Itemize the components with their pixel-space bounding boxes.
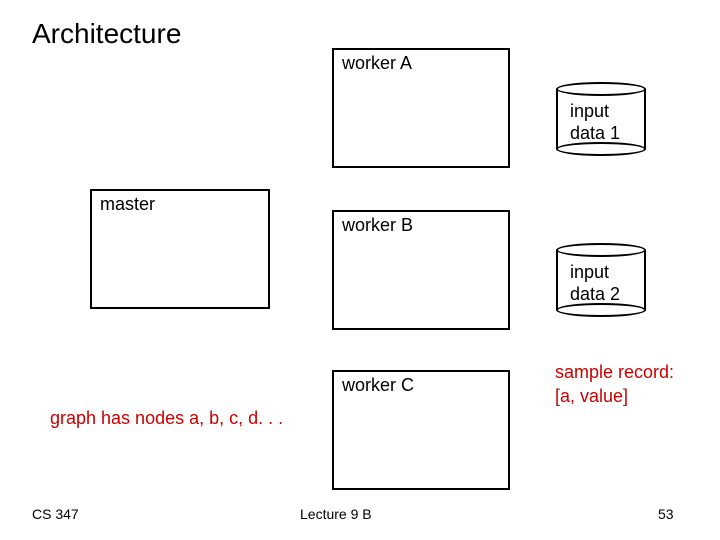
cylinder-top — [556, 82, 646, 96]
sample-record-note: sample record: [a, value] — [555, 360, 674, 408]
worker-b-label: worker B — [342, 215, 413, 236]
cylinder-top — [556, 243, 646, 257]
worker-c-label: worker C — [342, 375, 414, 396]
cylinder-bottom — [556, 303, 646, 317]
footer-course: CS 347 — [32, 506, 79, 522]
cylinder-bottom — [556, 142, 646, 156]
input-data-2-label: input data 2 — [570, 261, 620, 305]
footer-lecture: Lecture 9 B — [300, 506, 372, 522]
input-data-1-label: input data 1 — [570, 100, 620, 144]
master-label: master — [100, 194, 155, 215]
worker-a-label: worker A — [342, 53, 412, 74]
footer-page-number: 53 — [658, 506, 674, 522]
graph-note: graph has nodes a, b, c, d. . . — [50, 408, 283, 429]
page-title: Architecture — [32, 18, 181, 50]
